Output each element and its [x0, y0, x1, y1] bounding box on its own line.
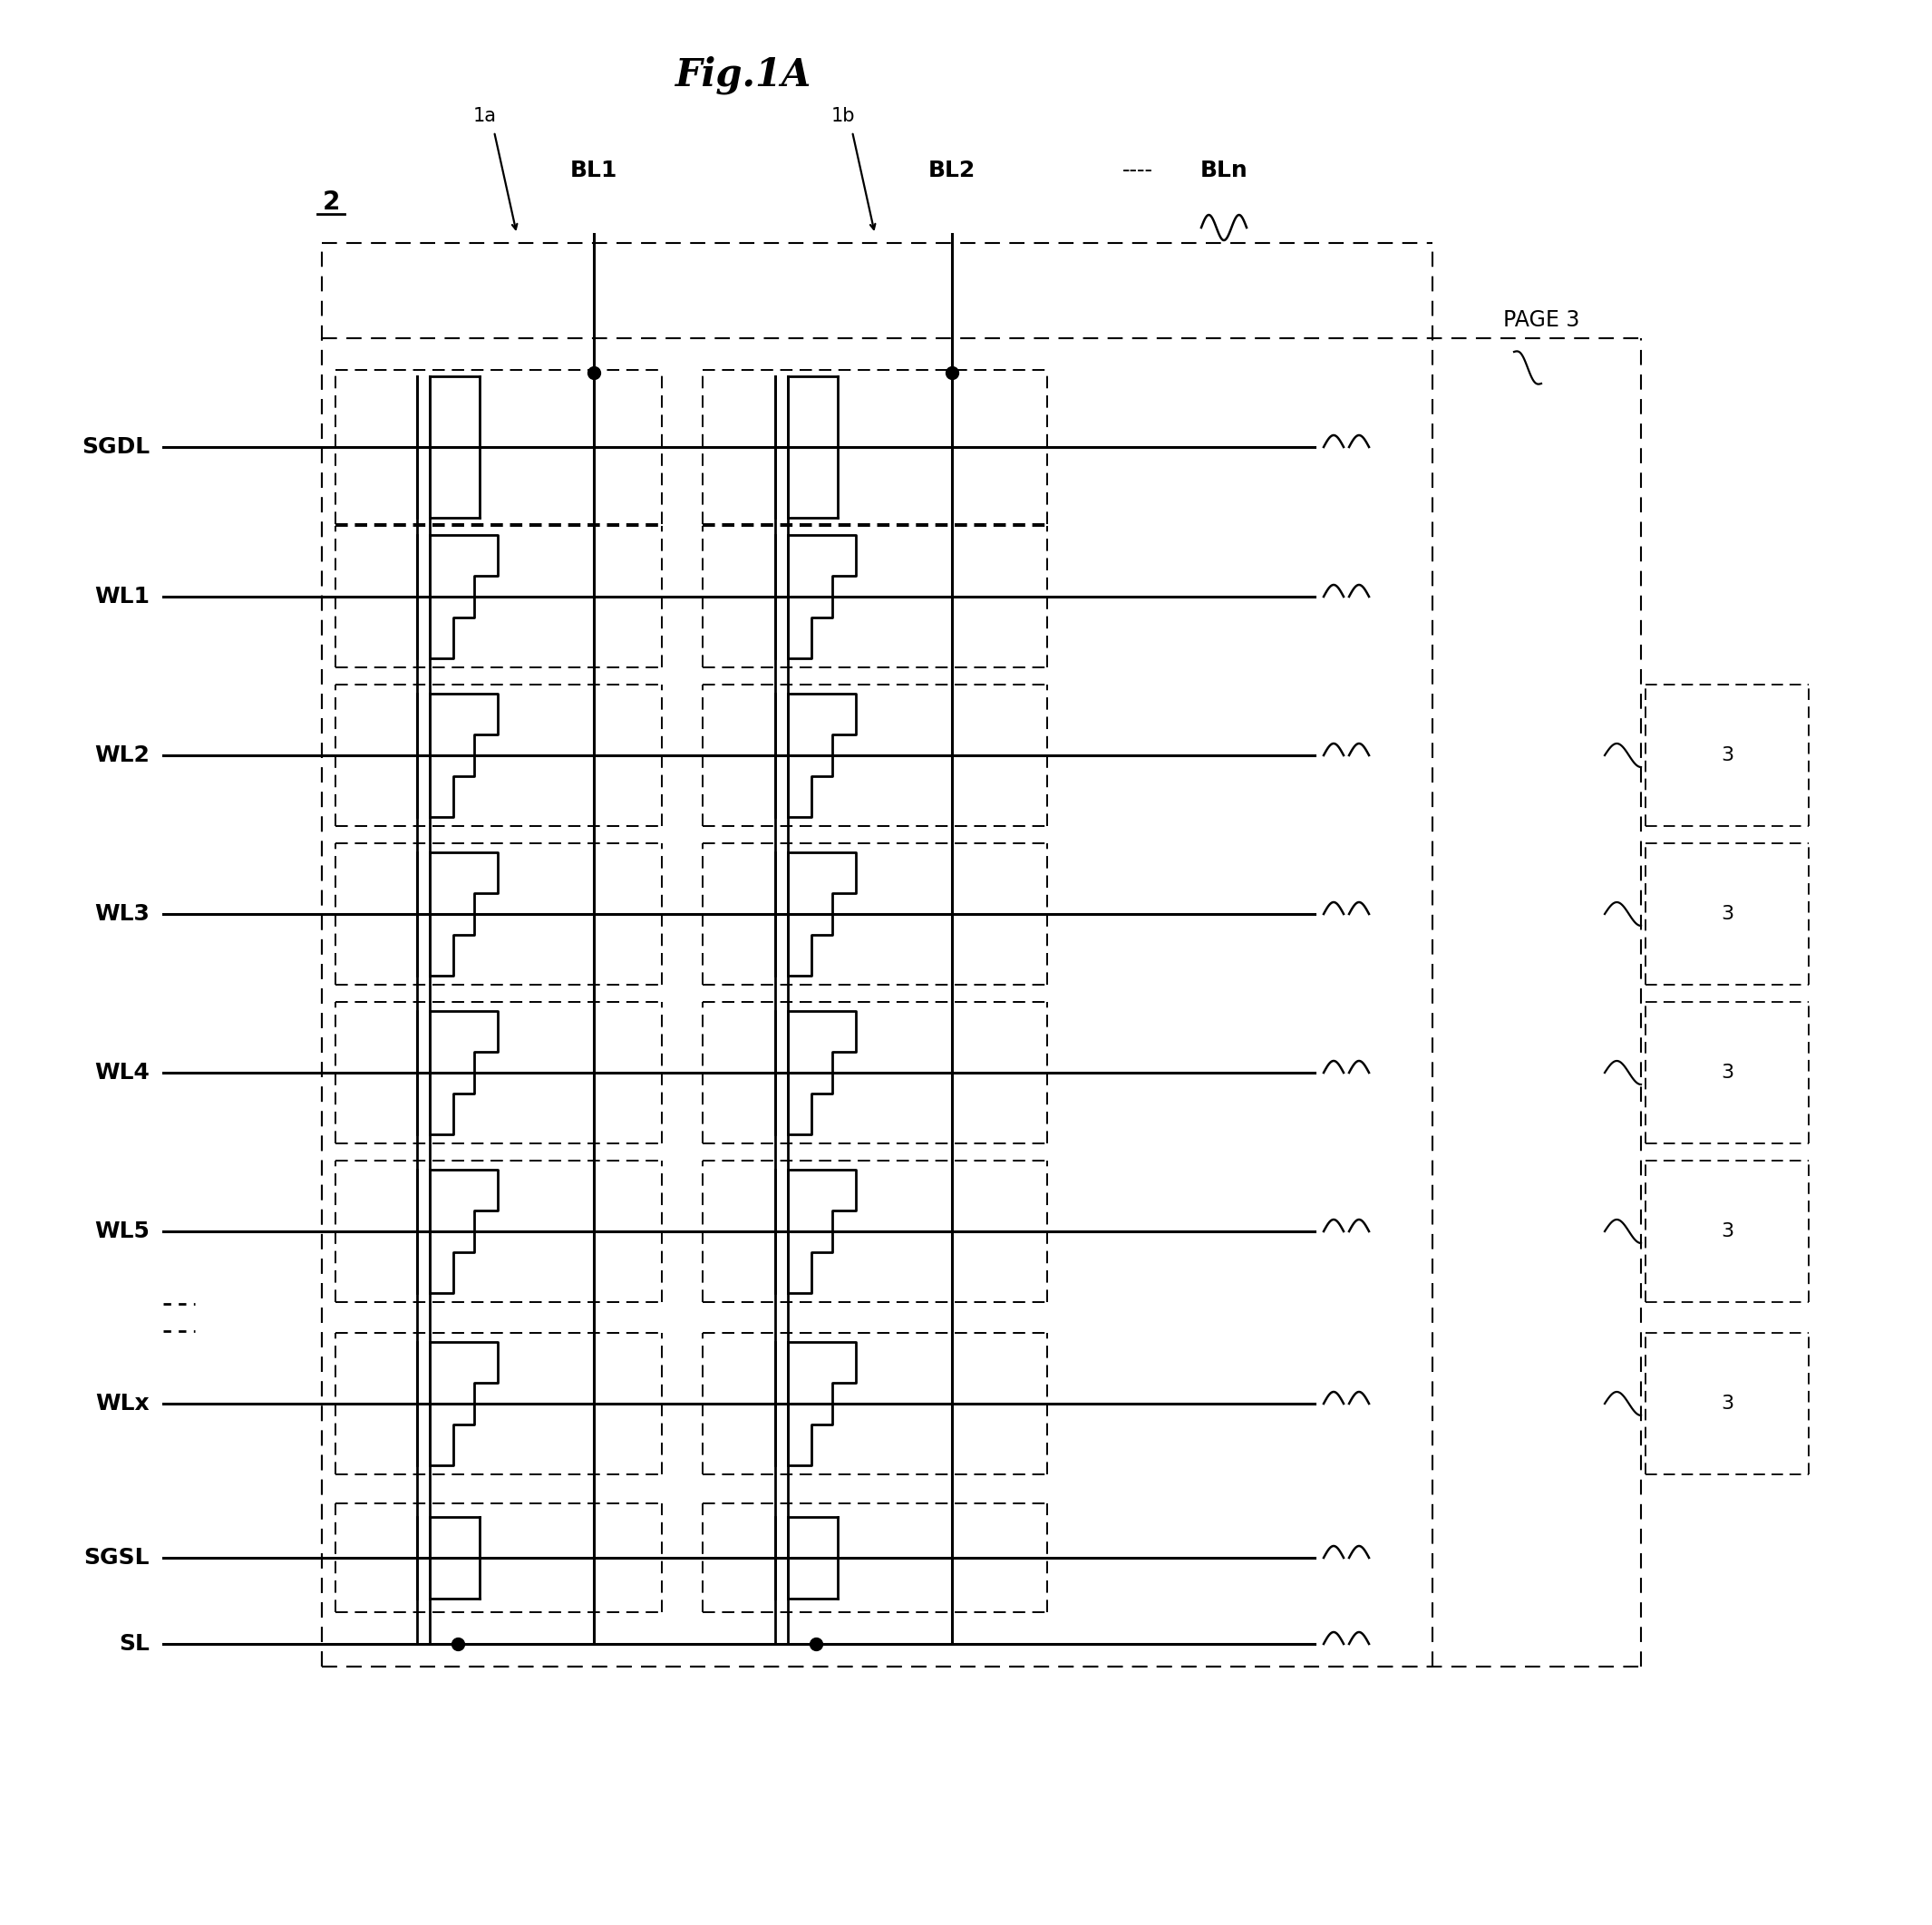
Text: 3: 3	[1721, 905, 1733, 924]
Text: BL1: BL1	[570, 160, 618, 181]
Text: BL2: BL2	[927, 160, 976, 181]
Text: WL4: WL4	[95, 1063, 149, 1084]
Text: WL5: WL5	[95, 1220, 149, 1242]
Text: WL2: WL2	[95, 745, 149, 766]
Text: 2: 2	[323, 189, 340, 216]
Text: 1a: 1a	[473, 108, 497, 125]
Text: BLn: BLn	[1200, 160, 1248, 181]
Text: 3: 3	[1721, 1394, 1733, 1413]
Text: WL1: WL1	[95, 585, 149, 608]
Text: PAGE 3: PAGE 3	[1503, 310, 1580, 331]
Text: WLx: WLx	[95, 1394, 149, 1415]
Text: WL3: WL3	[95, 903, 149, 924]
Text: SL: SL	[120, 1632, 149, 1656]
Text: 3: 3	[1721, 1065, 1733, 1082]
Text: SGSL: SGSL	[83, 1548, 149, 1569]
Text: SGDL: SGDL	[81, 437, 149, 458]
Text: 3: 3	[1721, 1222, 1733, 1240]
Text: 3: 3	[1721, 747, 1733, 764]
Text: ----: ----	[1122, 160, 1153, 181]
Text: 1b: 1b	[831, 108, 856, 125]
Text: Fig.1A: Fig.1A	[676, 56, 811, 94]
